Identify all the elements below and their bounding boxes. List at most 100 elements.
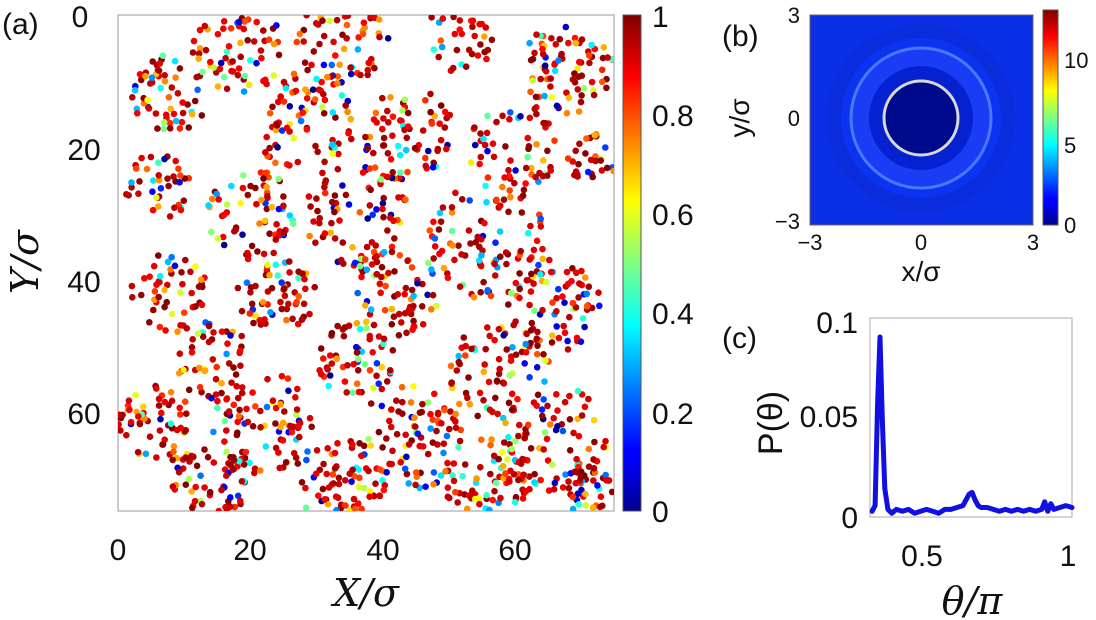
scatter-point xyxy=(132,391,139,399)
scatter-point xyxy=(452,424,460,432)
scatter-point xyxy=(531,470,538,478)
scatter-point xyxy=(372,109,380,117)
scatter-point xyxy=(153,454,160,461)
scatter-point xyxy=(310,218,317,225)
scatter-point xyxy=(188,344,196,351)
scatter-point xyxy=(319,103,326,111)
a-ylabel: Y/σ xyxy=(3,229,47,294)
scatter-point xyxy=(402,196,409,203)
scatter-point xyxy=(197,472,204,480)
scatter-point xyxy=(573,334,581,342)
scatter-point xyxy=(303,95,311,102)
scatter-point xyxy=(262,443,270,450)
scatter-point xyxy=(549,332,556,339)
scatter-point xyxy=(162,327,169,334)
scatter-point xyxy=(483,55,490,63)
scatter-point xyxy=(330,480,337,487)
scatter-point xyxy=(582,490,589,498)
scatter-point xyxy=(364,144,372,152)
scatter-point xyxy=(228,182,235,190)
scatter-point xyxy=(134,448,142,456)
scatter-point xyxy=(367,186,375,194)
scatter-point xyxy=(505,208,512,216)
scatter-point xyxy=(375,380,383,388)
scatter-point xyxy=(489,408,496,416)
scatter-point xyxy=(380,335,388,343)
scatter-point xyxy=(330,38,337,46)
scatter-point xyxy=(220,18,228,25)
scatter-point xyxy=(480,397,487,404)
scatter-point xyxy=(145,105,153,112)
scatter-point xyxy=(356,262,364,270)
scatter-point xyxy=(437,136,445,144)
scatter-point xyxy=(304,66,311,74)
scatter-point xyxy=(225,408,233,415)
scatter-point xyxy=(302,484,309,492)
scatter-point xyxy=(395,408,402,415)
scatter-point xyxy=(210,459,218,466)
scatter-point xyxy=(313,447,321,454)
scatter-point xyxy=(275,51,283,59)
scatter-point xyxy=(549,299,556,306)
scatter-point xyxy=(436,120,444,127)
scatter-point xyxy=(367,306,375,313)
c-xtick-0-5: 0.5 xyxy=(901,540,943,573)
scatter-point xyxy=(578,267,585,275)
scatter-point xyxy=(224,340,231,348)
scatter-point xyxy=(402,431,410,439)
scatter-point xyxy=(482,345,490,353)
scatter-point xyxy=(430,46,438,53)
scatter-point xyxy=(481,141,489,149)
scatter-point xyxy=(371,64,378,72)
scatter-point xyxy=(318,78,325,86)
scatter-point xyxy=(273,221,280,228)
scatter-point xyxy=(365,467,372,475)
scatter-point xyxy=(162,111,170,119)
scatter-point xyxy=(135,190,142,197)
scatter-point xyxy=(214,404,221,412)
scatter-point xyxy=(190,37,198,45)
scatter-point xyxy=(313,470,320,478)
scatter-point xyxy=(285,387,292,395)
scatter-point xyxy=(309,86,317,93)
scatter-point xyxy=(583,302,591,310)
scatter-point xyxy=(526,374,533,381)
scatter-point xyxy=(590,477,597,484)
scatter-point xyxy=(234,429,241,437)
scatter-point xyxy=(569,299,577,307)
scatter-point xyxy=(329,471,337,478)
scatter-point xyxy=(477,289,485,296)
scatter-point xyxy=(487,441,494,449)
scatter-point xyxy=(484,286,492,294)
scatter-point xyxy=(578,92,585,99)
b-colorbar xyxy=(1043,10,1058,225)
scatter-point xyxy=(512,437,519,445)
scatter-point xyxy=(547,268,555,276)
b-heatmap xyxy=(810,15,1033,225)
scatter-point xyxy=(412,423,419,431)
scatter-point xyxy=(364,71,372,79)
scatter-point xyxy=(471,495,479,503)
scatter-point xyxy=(278,305,286,313)
scatter-point xyxy=(283,316,290,324)
scatter-point xyxy=(195,50,203,57)
scatter-point xyxy=(575,294,582,301)
scatter-point xyxy=(294,158,302,166)
scatter-point xyxy=(270,249,278,257)
scatter-point xyxy=(394,142,402,150)
scatter-point xyxy=(505,301,512,308)
scatter-point xyxy=(526,39,533,47)
scatter-point xyxy=(519,192,527,199)
scatter-point xyxy=(519,495,527,502)
scatter-point xyxy=(244,191,252,199)
scatter-point xyxy=(156,323,164,331)
scatter-point xyxy=(522,180,529,187)
scatter-point xyxy=(395,194,402,201)
scatter-point xyxy=(138,291,145,299)
b-ytick-minus-3: −3 xyxy=(775,209,800,234)
a-colorbar-frame xyxy=(622,14,642,512)
scatter-point xyxy=(188,289,195,297)
scatter-point xyxy=(249,423,257,430)
scatter-point xyxy=(260,250,268,258)
